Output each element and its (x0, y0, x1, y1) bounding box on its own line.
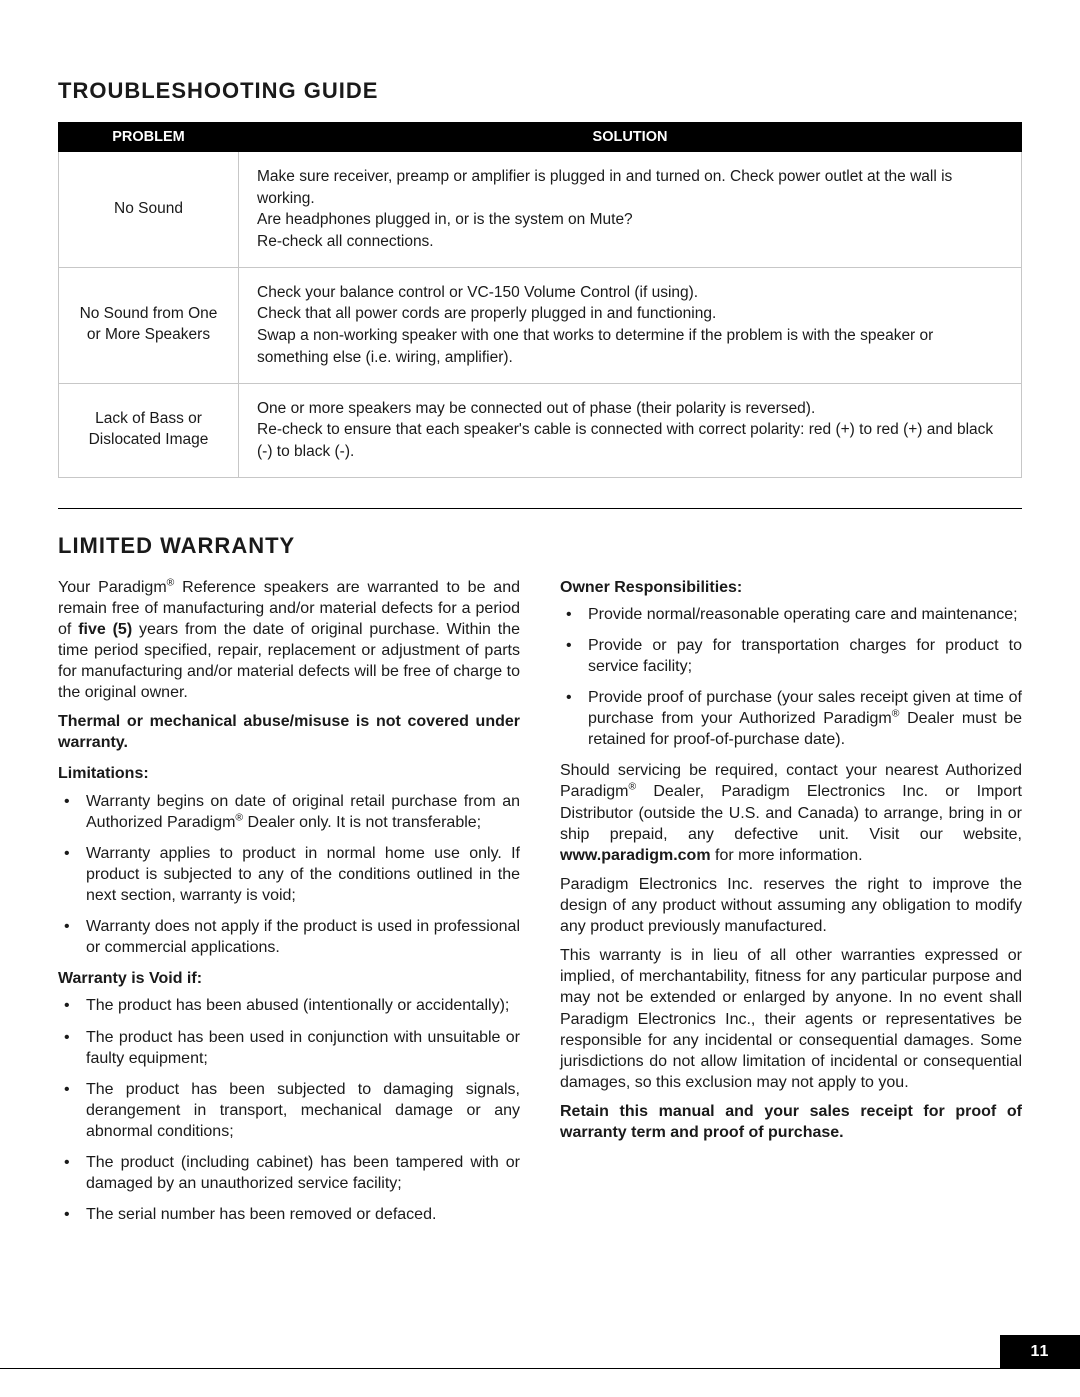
footer-rule (0, 1368, 1000, 1369)
table-row: Lack of Bass or Dislocated Image One or … (59, 383, 1022, 477)
lieu-paragraph: This warranty is in lieu of all other wa… (560, 945, 1022, 1093)
page-number-badge: 11 (1000, 1335, 1080, 1369)
table-row: No Sound from One or More Speakers Check… (59, 267, 1022, 383)
solution-cell: Make sure receiver, preamp or amplifier … (239, 152, 1022, 268)
list-item: The product (including cabinet) has been… (58, 1152, 520, 1194)
servicing-paragraph: Should servicing be required, contact yo… (560, 760, 1022, 866)
right-column: Owner Responsibilities: Provide normal/r… (560, 577, 1022, 1236)
warranty-heading: Limited Warranty (58, 533, 1022, 559)
reg-mark: ® (628, 782, 636, 793)
void-list: The product has been abused (intentional… (58, 995, 520, 1225)
table-header-problem: Problem (59, 123, 239, 152)
list-item: Provide normal/reasonable operating care… (560, 604, 1022, 625)
abuse-note: Thermal or mechanical abuse/misuse is no… (58, 711, 520, 753)
troubleshooting-heading: Troubleshooting Guide (58, 78, 1022, 104)
reserve-paragraph: Paradigm Electronics Inc. reserves the r… (560, 874, 1022, 937)
reg-mark: ® (235, 812, 243, 823)
left-column: Your Paradigm® Reference speakers are wa… (58, 577, 520, 1236)
list-item: The product has been abused (intentional… (58, 995, 520, 1016)
problem-cell: No Sound from One or More Speakers (59, 267, 239, 383)
list-item: The serial number has been removed or de… (58, 1204, 520, 1225)
page: Troubleshooting Guide Problem Solution N… (0, 0, 1080, 1397)
list-item: The product has been subjected to damagi… (58, 1079, 520, 1142)
list-item: Warranty applies to product in normal ho… (58, 843, 520, 906)
list-item: The product has been used in conjunction… (58, 1027, 520, 1069)
retain-paragraph: Retain this manual and your sales receip… (560, 1101, 1022, 1143)
owner-list: Provide normal/reasonable operating care… (560, 604, 1022, 751)
troubleshooting-table: Problem Solution No Sound Make sure rece… (58, 122, 1022, 478)
solution-cell: One or more speakers may be connected ou… (239, 383, 1022, 477)
section-divider (58, 508, 1022, 509)
limitations-heading: Limitations: (58, 763, 520, 784)
page-footer: 11 (0, 1335, 1080, 1369)
list-item: Warranty does not apply if the product i… (58, 916, 520, 958)
list-item: Warranty begins on date of original reta… (58, 791, 520, 833)
owner-heading: Owner Responsibilities: (560, 577, 1022, 598)
problem-cell: Lack of Bass or Dislocated Image (59, 383, 239, 477)
void-heading: Warranty is Void if: (58, 968, 520, 989)
list-item: Provide proof of purchase (your sales re… (560, 687, 1022, 750)
problem-cell: No Sound (59, 152, 239, 268)
table-header-solution: Solution (239, 123, 1022, 152)
warranty-intro: Your Paradigm® Reference speakers are wa… (58, 577, 520, 704)
list-item: Provide or pay for transportation charge… (560, 635, 1022, 677)
table-row: No Sound Make sure receiver, preamp or a… (59, 152, 1022, 268)
limitations-list: Warranty begins on date of original reta… (58, 791, 520, 959)
warranty-columns: Your Paradigm® Reference speakers are wa… (58, 577, 1022, 1236)
solution-cell: Check your balance control or VC-150 Vol… (239, 267, 1022, 383)
